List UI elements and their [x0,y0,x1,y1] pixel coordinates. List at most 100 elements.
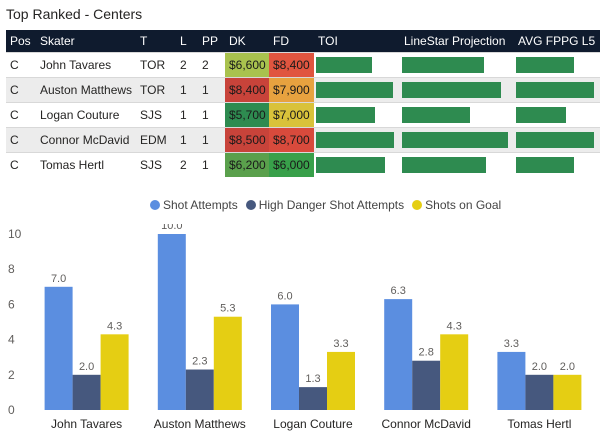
col-header-pp[interactable]: PP [198,30,225,53]
legend-item-high-danger[interactable]: High Danger Shot Attempts [245,198,405,212]
y-tick-label: 6 [8,297,15,311]
data-label: 4.3 [447,320,462,332]
cell-fd: $7,900 [269,77,314,103]
data-label: 3.3 [504,338,519,350]
bar-high-danger-shot-attempts[interactable] [299,387,327,410]
cell-skater: Connor McDavid [36,127,136,153]
cell-fppg [514,152,600,177]
cell-line: 2 [176,152,198,177]
col-header-fppg[interactable]: AVG FPPG L5 [514,30,600,53]
cell-pos: C [6,77,36,103]
cell-dk: $6,600 [225,52,269,78]
fppg-databar [516,82,595,98]
data-label: 6.0 [277,290,292,302]
col-header-skater[interactable]: Skater [36,30,136,53]
bar-high-danger-shot-attempts[interactable] [525,374,554,410]
col-header-dk[interactable]: DK [225,30,269,53]
projection-databar [402,82,502,98]
data-label: 2.0 [560,361,575,373]
skater-table: Pos Skater T L PP DK FD TOI LineStar Pro… [6,30,600,177]
y-tick-label: 2 [8,368,15,382]
bar-high-danger-shot-attempts[interactable] [185,369,214,410]
bar-chart: 0 2 4 6 8 10 7.0 2.0 4.3 John Tavares 10.0 2.3 5.3 Au… [8,224,582,431]
legend-dot-icon [245,200,256,210]
table-row[interactable]: C Tomas Hertl SJS 2 1 $6,200 $6,000 [6,152,600,177]
x-category-label: Tomas Hertl [507,417,571,431]
col-header-toi[interactable]: TOI [314,30,400,53]
data-label: 2.8 [419,347,434,359]
cell-dk: $5,700 [225,102,269,128]
legend-item-shot-attempts[interactable]: Shot Attempts [150,198,238,212]
cell-pp: 2 [198,52,225,78]
cell-projection [400,102,514,128]
table-row[interactable]: C John Tavares TOR 2 2 $6,600 $8,400 [6,52,600,78]
y-tick-label: 4 [8,333,15,347]
col-header-line[interactable]: L [176,30,198,53]
cell-toi [314,127,400,153]
legend-item-shots-on-goal[interactable]: Shots on Goal [412,198,501,212]
cell-line: 1 [176,102,198,128]
bar-shot-attempts[interactable] [271,304,299,410]
bar-high-danger-shot-attempts[interactable] [72,374,101,410]
cell-pos: C [6,152,36,177]
col-header-team[interactable]: T [136,30,176,53]
cell-skater: Logan Couture [36,102,136,128]
bar-shots-on-goal[interactable] [440,334,469,410]
table-row[interactable]: C Logan Couture SJS 1 1 $5,700 $7,000 [6,102,600,128]
x-category-label: Connor McDavid [382,417,471,431]
col-header-pos[interactable]: Pos [6,30,36,53]
bar-shot-attempts[interactable] [157,234,186,410]
cell-pp: 1 [198,127,225,153]
cell-line: 2 [176,52,198,78]
cell-pos: C [6,127,36,153]
bar-shots-on-goal[interactable] [100,334,129,410]
cell-toi [314,102,400,128]
bar-shot-attempts[interactable] [384,299,413,410]
projection-databar [402,57,485,73]
table-row[interactable]: C Auston Matthews TOR 1 1 $8,400 $7,900 [6,77,600,103]
toi-databar [316,132,395,148]
cell-skater: Auston Matthews [36,77,136,103]
y-tick-label: 10 [8,227,22,241]
cell-team: EDM [136,127,176,153]
data-label: 2.0 [79,361,94,373]
col-header-fd[interactable]: FD [269,30,314,53]
data-label: 10.0 [161,224,182,232]
table-row[interactable]: C Connor McDavid EDM 1 1 $8,500 $8,700 [6,127,600,153]
cell-toi [314,152,400,177]
bar-shot-attempts[interactable] [44,286,73,410]
cell-skater: John Tavares [36,52,136,78]
cell-fd: $8,400 [269,52,314,78]
fppg-databar [516,132,594,148]
bar-shots-on-goal[interactable] [553,374,582,410]
cell-toi [314,77,400,103]
data-label: 2.0 [532,361,547,373]
cell-projection [400,52,514,78]
cell-skater: Tomas Hertl [36,152,136,177]
x-category-label: John Tavares [51,417,122,431]
fppg-databar [516,57,574,73]
cell-pp: 1 [198,77,225,103]
cell-fd: $7,000 [269,102,314,128]
table-header-row: Pos Skater T L PP DK FD TOI LineStar Pro… [6,30,600,53]
legend-label: Shot Attempts [163,198,238,212]
projection-databar [402,132,508,148]
x-category-label: Auston Matthews [154,417,246,431]
cell-fppg [514,77,600,103]
legend-label: Shots on Goal [425,198,502,212]
legend-label: High Danger Shot Attempts [258,198,405,212]
bar-shots-on-goal[interactable] [327,351,355,410]
bar-shots-on-goal[interactable] [213,316,242,410]
cell-fppg [514,52,600,78]
bar-shot-attempts[interactable] [497,351,526,410]
col-header-projection[interactable]: LineStar Projection [400,30,514,53]
bar-high-danger-shot-attempts[interactable] [412,360,441,410]
data-label: 2.3 [192,356,207,368]
cell-dk: $8,400 [225,77,269,103]
toi-databar [316,157,385,173]
cell-pos: C [6,102,36,128]
legend-dot-icon [412,200,423,210]
cell-team: TOR [136,77,176,103]
cell-dk: $6,200 [225,152,269,177]
y-tick-label: 8 [8,262,15,276]
